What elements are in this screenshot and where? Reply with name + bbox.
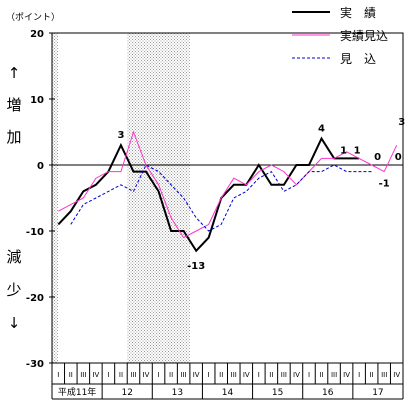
legend-label-1: 実績見込 xyxy=(340,28,388,43)
legend-label-0: 実 績 xyxy=(340,5,376,20)
quarter-label: II xyxy=(169,371,173,379)
data-label: -1 xyxy=(379,179,390,190)
data-label: -13 xyxy=(187,261,205,272)
quarter-label: I xyxy=(107,371,109,379)
y-tick-label: -20 xyxy=(26,293,44,304)
y-tick-label: 20 xyxy=(30,29,44,40)
side-label-down-char: 減 xyxy=(6,248,21,266)
data-label: 3 xyxy=(117,130,124,141)
year-label: 15 xyxy=(272,388,283,398)
side-label-up-char: ↑ xyxy=(8,64,21,82)
shaded-period-0 xyxy=(52,33,59,363)
year-label: 17 xyxy=(372,388,383,398)
quarter-label: III xyxy=(281,371,287,379)
quarter-label: IV xyxy=(243,371,250,379)
quarter-label: IV xyxy=(293,371,300,379)
year-label: 14 xyxy=(222,388,234,398)
legend-label-2: 見 込 xyxy=(340,52,376,66)
series-line-2 xyxy=(70,164,372,232)
data-label: 0 xyxy=(374,152,381,163)
quarter-label: I xyxy=(358,371,360,379)
side-label-down-char: 少 xyxy=(6,281,21,299)
year-label: 16 xyxy=(322,388,334,398)
series-line-0 xyxy=(57,136,360,253)
quarter-label: III xyxy=(331,371,337,379)
shaded-period-layer xyxy=(52,33,190,363)
y-unit-label: （ポイント） xyxy=(6,12,60,23)
shaded-period-1 xyxy=(127,33,190,363)
data-label: 3 xyxy=(398,117,405,128)
quarter-label: IV xyxy=(393,371,400,379)
quarter-label: II xyxy=(69,371,73,379)
quarter-label: II xyxy=(119,371,123,379)
quarter-label: III xyxy=(381,371,387,379)
quarter-label: IV xyxy=(343,371,350,379)
data-label: 4 xyxy=(318,124,325,135)
y-tick-label: 0 xyxy=(37,161,44,172)
quarter-label: III xyxy=(231,371,237,379)
quarter-label: IV xyxy=(193,371,200,379)
y-tick-label: 10 xyxy=(30,95,44,106)
side-label-up-char: 加 xyxy=(6,128,21,146)
quarter-label: II xyxy=(219,371,223,379)
quarter-label: II xyxy=(370,371,374,379)
quarter-label: II xyxy=(269,371,273,379)
side-label-down-char: ↓ xyxy=(8,314,21,332)
year-label: 12 xyxy=(121,388,132,398)
quarter-label: I xyxy=(208,371,210,379)
quarter-label: II xyxy=(319,371,323,379)
quarter-label: I xyxy=(308,371,310,379)
plot-frame xyxy=(51,32,404,364)
quarter-label: I xyxy=(158,371,160,379)
year-label: 13 xyxy=(172,388,183,398)
x-axis: I II III IV I II III IV I II III IV I II III IV I II III IV… xyxy=(51,363,404,400)
side-label-up-char: 増 xyxy=(6,96,21,114)
quarter-label: I xyxy=(258,371,260,379)
series-layer xyxy=(57,130,398,253)
quarter-label: I xyxy=(57,371,59,379)
data-label: 1 xyxy=(354,145,361,156)
quarter-label: III xyxy=(130,371,136,379)
data-label: 1 xyxy=(340,145,347,156)
quarter-label: III xyxy=(181,371,187,379)
quarter-label: IV xyxy=(143,371,150,379)
plot-border xyxy=(51,32,404,364)
quarter-label: III xyxy=(80,371,86,379)
series-line-1 xyxy=(58,130,398,239)
quarter-label: IV xyxy=(92,371,99,379)
y-tick-label: -30 xyxy=(26,359,44,370)
data-label: 0 xyxy=(395,152,402,163)
year-label: 平成11年 xyxy=(58,386,96,398)
y-tick-label: -10 xyxy=(26,227,44,238)
